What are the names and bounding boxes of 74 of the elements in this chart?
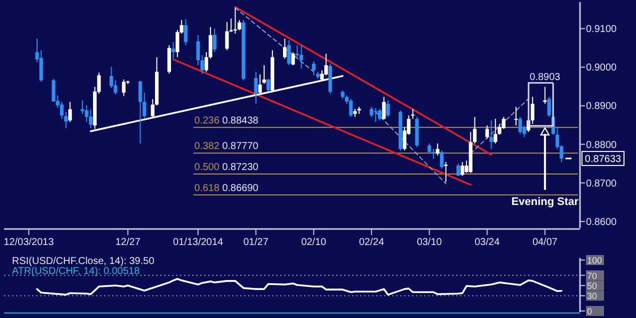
ref-line-label: 0.618 0.86690 [194,182,259,194]
candlestick [266,78,270,92]
candlestick [88,108,93,129]
x-tick-label: 03/10 [416,237,442,248]
y-tick-label: 0.8600 [586,216,618,228]
line-series [36,278,562,296]
candlestick [295,44,299,60]
x-tick-label: 01/27 [243,237,269,248]
candlestick [472,116,477,144]
candlestick [485,124,489,140]
chart-title: RSI(USD/CHF.Close, 14): 39.50 [12,256,155,267]
y-tick-label: 0.8700 [586,178,618,190]
candlestick [233,7,238,34]
candlestick [287,40,291,66]
candlestick [440,150,444,170]
candlestick [349,98,353,118]
candlestick [312,60,316,76]
x-tick-label: 04/07 [532,237,558,248]
annotation: 0.8903 [530,72,561,83]
annotation: Evening Star [511,196,580,208]
x-tick-label: 02/24 [359,237,384,248]
candlestick [428,143,432,154]
y-tick-label: 30 [587,291,598,302]
candlestick [518,116,522,134]
candlestick [68,101,72,122]
ref-line-label: 0.236 0.88438 [194,115,259,126]
candlestick [300,44,304,70]
candlestick [212,28,216,53]
candlestick [374,108,378,122]
y-tick-label: 50 [587,281,598,292]
candlestick [456,163,460,176]
candlestick [530,96,534,124]
y-tick-label: 0.8900 [586,101,618,112]
x-tick-label: 12/27 [115,237,141,248]
y-tick-label: 0.9100 [586,24,618,36]
candlestick [60,101,64,120]
candlestick [489,120,494,150]
candlestick [167,44,171,74]
x-tick-label: 02/10 [301,237,327,248]
candlestick [254,71,258,104]
annotation: 0.87633 [584,154,622,165]
candlestick [386,100,390,118]
candlestick [460,162,464,176]
text: ATR(USD/CHF, 14): 0.00518 [12,266,140,277]
candlestick [283,38,287,60]
candlestick [324,53,328,76]
y-tick-label: 70 [587,270,598,281]
candlestick [122,79,126,97]
candlestick [150,98,154,118]
candlestick [494,118,498,144]
candlestick [291,52,295,66]
x-tick-label: 03/24 [474,237,500,248]
candlestick [262,64,266,84]
y-tick-label: 0 [587,306,592,316]
candlestick [547,96,551,118]
x-tick-label: 12/03/2013 [4,237,54,248]
y-tick-label: 0.9000 [586,62,618,74]
ref-line-label: 0.500 0.87230 [194,162,259,174]
ref-line-label: 0.382 0.87770 [194,141,259,152]
y-tick-label: 100 [587,256,602,266]
candlestick [514,106,518,126]
candlestick [378,108,382,121]
candlestick [225,22,229,51]
x-tick-label: 01/13/2014 [173,237,224,248]
candlestick [138,80,142,144]
candlestick [184,18,188,46]
y-tick-label: 0.8800 [586,140,618,151]
candlestick [39,50,43,82]
candlestick [382,96,386,120]
candlestick [543,86,547,104]
candlestick [411,108,415,120]
candlestick [436,143,440,156]
candlestick [110,66,114,89]
candlestick [172,42,176,60]
